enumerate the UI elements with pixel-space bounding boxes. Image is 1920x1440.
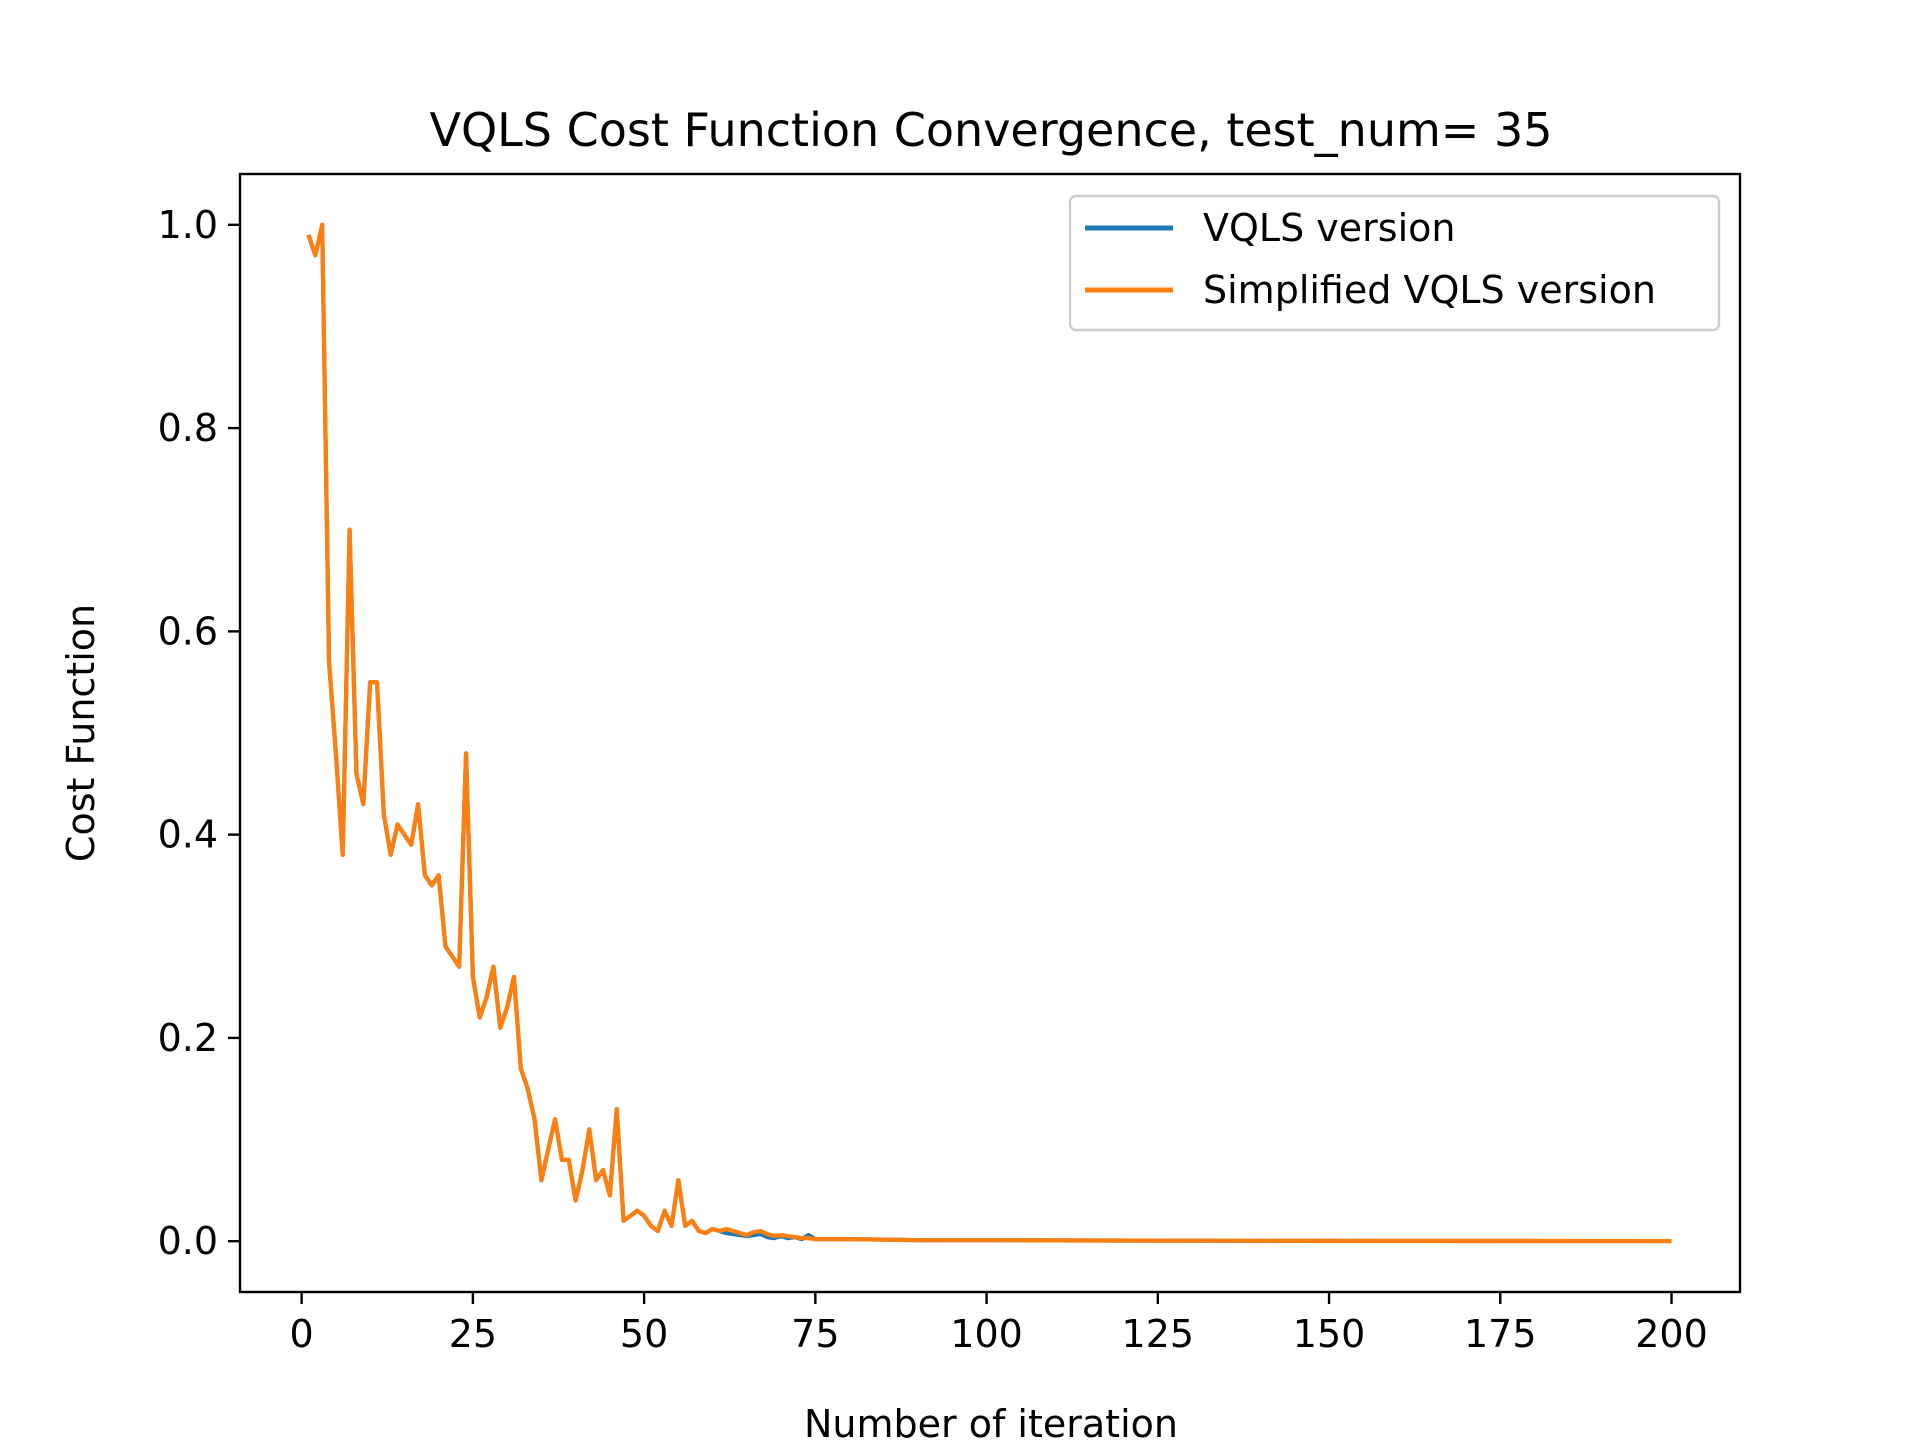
x-tick-label: 175 <box>1464 1312 1537 1356</box>
x-axis-label: Number of iteration <box>804 1402 1178 1440</box>
plot-frame <box>238 172 1742 1294</box>
legend: VQLS version Simplified VQLS version <box>1068 194 1721 332</box>
legend-label-vqls: VQLS version <box>1203 206 1455 250</box>
legend-label-simplified: Simplified VQLS version <box>1203 268 1656 312</box>
x-tick-label: 25 <box>449 1312 497 1356</box>
legend-box <box>1068 194 1721 332</box>
x-tick-label: 75 <box>791 1312 839 1356</box>
y-tick-label: 0.6 <box>158 609 218 653</box>
y-tick-label: 1.0 <box>158 203 218 247</box>
series-group <box>306 222 1672 1244</box>
x-tick-label: 100 <box>950 1312 1023 1356</box>
y-tick-label: 0.4 <box>158 813 218 857</box>
x-tick-label: 150 <box>1293 1312 1366 1356</box>
x-tick-label: 0 <box>290 1312 314 1356</box>
y-tick-label: 0.2 <box>158 1016 218 1060</box>
y-axis: 0.0 0.2 0.4 0.6 0.8 1.0 <box>158 203 240 1263</box>
x-tick-label: 200 <box>1635 1312 1708 1356</box>
x-axis: 0 25 50 75 100 125 150 175 200 <box>290 1292 1708 1356</box>
x-tick-label: 50 <box>620 1312 668 1356</box>
series-line-simplified <box>306 222 1672 1244</box>
y-tick-label: 0.0 <box>158 1219 218 1263</box>
chart-title: VQLS Cost Function Convergence, test_num… <box>430 103 1553 157</box>
y-axis-label: Cost Function <box>59 604 103 862</box>
y-tick-label: 0.8 <box>158 406 218 450</box>
x-tick-label: 125 <box>1122 1312 1195 1356</box>
